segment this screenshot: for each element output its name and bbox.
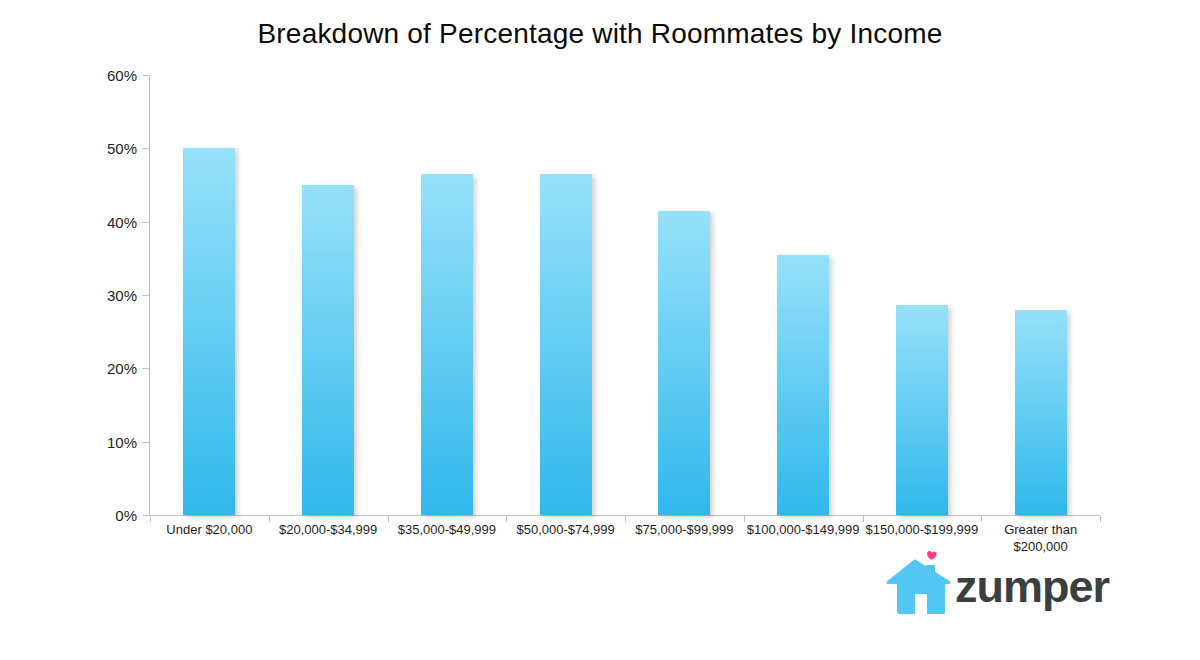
x-axis-category-label: $50,000-$74,999 <box>506 522 625 539</box>
x-axis-category-label: $75,000-$99,999 <box>625 522 744 539</box>
x-axis-category-label: $20,000-$34,999 <box>269 522 388 539</box>
x-axis-category-label: $150,000-$199,999 <box>863 522 982 539</box>
bar-1 <box>183 148 235 515</box>
x-axis-category-label: $35,000-$49,999 <box>388 522 507 539</box>
bar-2 <box>302 185 354 515</box>
y-axis-tick-label: 30% <box>107 287 137 304</box>
bar-6 <box>777 255 829 515</box>
y-axis-tick-label: 0% <box>115 507 137 524</box>
x-axis-category-label: Under $20,000 <box>150 522 269 539</box>
y-axis-tick-mark <box>142 295 149 296</box>
y-axis-tick-label: 50% <box>107 140 137 157</box>
y-axis-tick-label: 20% <box>107 360 137 377</box>
y-axis-tick-mark <box>142 75 149 76</box>
y-axis-tick-mark <box>142 515 149 516</box>
bar-5 <box>658 211 710 515</box>
zumper-logo: zumper <box>886 548 1109 616</box>
x-axis-category-label: $100,000-$149,999 <box>744 522 863 539</box>
y-axis-tick-mark <box>142 368 149 369</box>
zumper-house-icon <box>886 548 952 616</box>
y-axis-tick-label: 60% <box>107 67 137 84</box>
y-axis-tick-label: 40% <box>107 213 137 230</box>
y-axis-tick-mark <box>142 148 149 149</box>
zumper-wordmark: zumper <box>955 564 1109 616</box>
bar-7 <box>896 305 948 515</box>
chart-title: Breakdown of Percentage with Roommates b… <box>0 18 1200 50</box>
y-axis-tick-mark <box>142 442 149 443</box>
plot-area: 0%10%20%30%40%50%60%Under $20,000$20,000… <box>149 75 1100 516</box>
bar-4 <box>540 174 592 515</box>
y-axis-tick-label: 10% <box>107 433 137 450</box>
chart-canvas: Breakdown of Percentage with Roommates b… <box>0 0 1200 660</box>
x-axis-tick-mark <box>1100 516 1101 522</box>
bar-8 <box>1015 310 1067 515</box>
y-axis-tick-mark <box>142 222 149 223</box>
house-door <box>915 594 927 614</box>
bar-3 <box>421 174 473 515</box>
